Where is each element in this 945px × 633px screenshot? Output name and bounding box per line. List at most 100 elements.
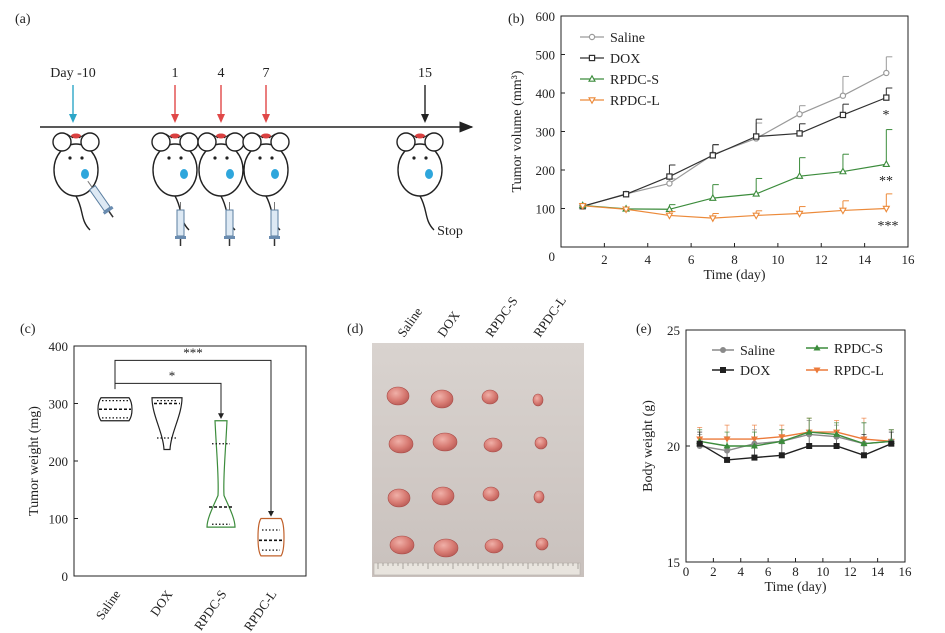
- event-arrow-head: [217, 114, 225, 123]
- data-point-rpdc-s: [833, 430, 841, 437]
- series-line-rpdc-l: [582, 205, 887, 219]
- violin-rpdc-s: [206, 420, 236, 528]
- photo-column-label: Saline: [394, 304, 425, 339]
- y-tick-label: 600: [536, 9, 556, 24]
- data-point-dox: [752, 133, 760, 140]
- data-point-rpdc-l: [778, 434, 786, 441]
- violin-rpdc-l: [257, 517, 285, 557]
- data-point-rpdc-l: [750, 436, 758, 443]
- data-point-rpdc-s: [860, 440, 868, 447]
- legend-marker: [813, 344, 821, 351]
- x-tick-label: 10: [816, 564, 829, 579]
- ruler: [373, 562, 581, 576]
- body-weight-chart: 15 20 25 0 2 4 6 8 10 12 14 16 Time (day) Body weight…: [641, 323, 912, 595]
- x-tick-label: RPDC-S: [191, 587, 229, 633]
- x-tick-label: 12: [844, 564, 857, 579]
- data-point-rpdc-l: [723, 436, 731, 443]
- data-point-dox: [751, 454, 758, 461]
- data-point-rpdc-s: [752, 189, 761, 197]
- data-point-dox: [888, 440, 895, 447]
- photo-column-label: DOX: [434, 308, 463, 340]
- data-point-saline: [796, 110, 803, 118]
- x-tick-label: 6: [688, 252, 695, 267]
- tumor-specimen: [433, 538, 459, 558]
- violin-dox: [151, 397, 183, 451]
- significance-label: ***: [183, 345, 203, 360]
- data-point-dox: [883, 94, 890, 101]
- y-tick-label: 200: [49, 454, 69, 469]
- tumor-specimen: [386, 386, 410, 406]
- y-axis-label: Tumor volume (mm³): [510, 70, 525, 192]
- y-tick-label: 500: [536, 48, 556, 63]
- data-point-rpdc-s: [723, 442, 731, 449]
- data-point-dox: [833, 443, 840, 449]
- bracket-arrowhead: [268, 511, 274, 517]
- x-tick-label: 0: [683, 564, 690, 579]
- legend-marker: [588, 54, 596, 62]
- bracket-arrowhead: [218, 413, 224, 420]
- significance-label: *: [883, 108, 890, 123]
- stop-label: Stop: [437, 224, 463, 239]
- event-label-day-7: 7: [263, 66, 270, 81]
- data-point-rpdc-l: [578, 203, 587, 211]
- tumor-specimen: [535, 537, 549, 551]
- significance-bracket: [115, 382, 222, 417]
- mouse-icon-day-7: [242, 132, 290, 231]
- data-point-saline: [883, 69, 890, 77]
- timeline-panel: Day -10 1 4 7 15 Stop: [40, 66, 474, 247]
- legend-label: RPDC-S: [610, 73, 659, 88]
- plot-frame: [560, 15, 909, 248]
- y-tick-label: 400: [536, 86, 556, 101]
- event-arrow-head: [69, 114, 77, 123]
- y-origin-label: 0: [549, 249, 556, 264]
- event-label-day-1: 1: [172, 66, 179, 81]
- series-line-rpdc-s: [582, 163, 887, 210]
- x-tick-label: 4: [645, 252, 652, 267]
- x-tick-label: 14: [858, 252, 872, 267]
- data-point-rpdc-s: [795, 171, 804, 179]
- data-point-rpdc-s: [882, 159, 891, 167]
- x-tick-label: DOX: [147, 587, 176, 619]
- x-tick-label: 8: [731, 252, 738, 267]
- x-tick-label: 2: [601, 252, 608, 267]
- x-tick-label: 8: [792, 564, 799, 579]
- mouse-icon-day-15: [396, 132, 444, 231]
- y-tick-label: 200: [536, 163, 556, 178]
- legend-marker: [588, 97, 596, 105]
- significance-label: **: [879, 174, 893, 189]
- y-tick-label: 20: [667, 439, 680, 454]
- series-line-rpdc-l: [699, 431, 892, 443]
- data-point-dox: [709, 152, 717, 159]
- significance-bracket: [114, 359, 272, 514]
- panel-label-c: (c): [20, 322, 36, 337]
- x-tick-label: 14: [871, 564, 885, 579]
- data-point-rpdc-s: [839, 167, 847, 175]
- mouse-icon-day-1: [151, 132, 199, 231]
- significance-label: *: [169, 368, 176, 383]
- x-tick-label: Saline: [93, 587, 124, 622]
- mouse-icon-day-minus-10: [52, 132, 100, 231]
- data-point-rpdc-s: [805, 428, 813, 435]
- panel-label-d: (d): [347, 322, 364, 337]
- tumor-specimen: [432, 432, 458, 452]
- panel-label-a: (a): [15, 12, 31, 27]
- event-label-day-4: 4: [218, 66, 225, 81]
- tumor-weight-violin: 0 100 200 300 400 Tumor weight (mg) Saline DOX R…: [27, 339, 307, 633]
- tumor-specimen: [483, 437, 503, 453]
- event-arrows: [69, 85, 429, 123]
- data-point-saline: [724, 447, 731, 454]
- x-tick-label: 6: [765, 564, 772, 579]
- legend-marker: [813, 367, 821, 374]
- legend-marker: [588, 33, 596, 41]
- ruler-ticks: [377, 563, 579, 569]
- data-point-rpdc-l: [839, 207, 847, 215]
- significance-label: ***: [878, 219, 899, 234]
- data-point-dox: [796, 130, 803, 137]
- legend-label: RPDC-S: [834, 342, 883, 357]
- tumor-volume-chart: 100 200 300 400 500 600 0 2 4 6 8 10 12 14 16 Time (day…: [510, 9, 915, 283]
- tumor-specimen: [387, 488, 411, 508]
- legend-marker: [588, 74, 596, 82]
- tumor-specimen: [430, 389, 454, 409]
- legend-label: RPDC-L: [834, 364, 884, 379]
